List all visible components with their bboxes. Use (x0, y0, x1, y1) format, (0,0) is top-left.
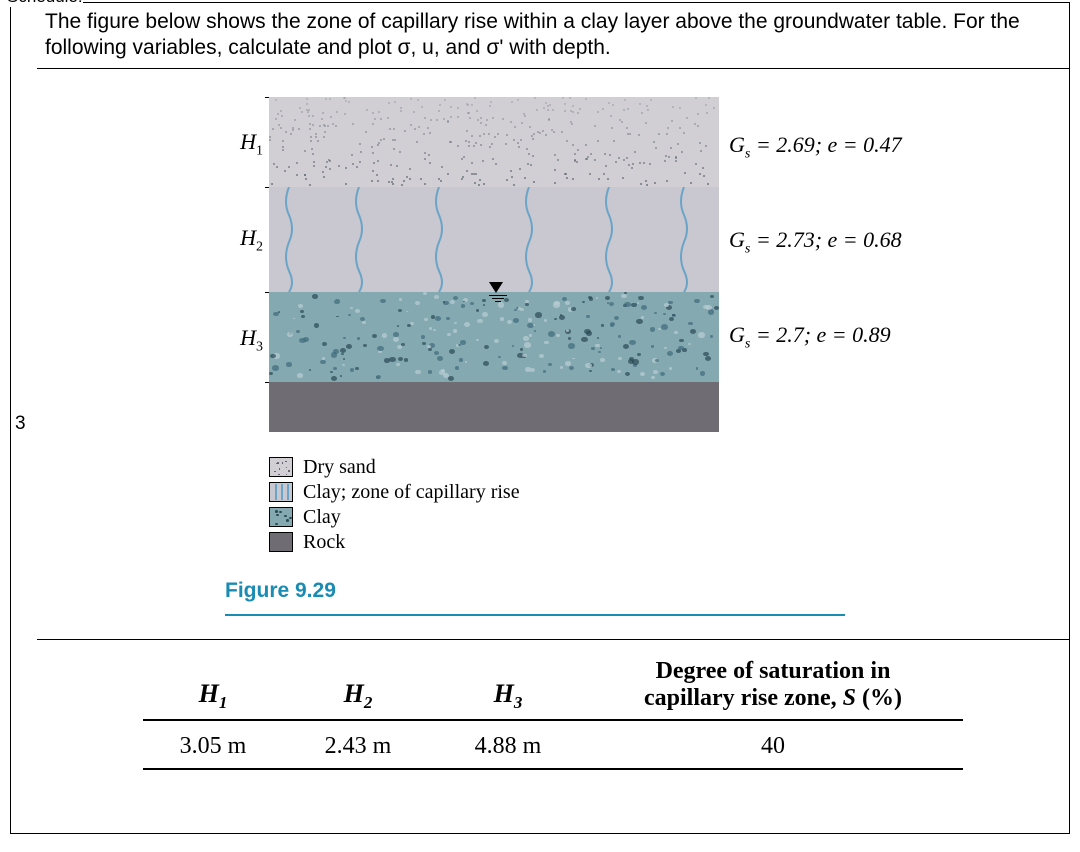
props-layer3: Gs = 2.7; e = 0.89 (729, 322, 891, 352)
table-row: 3.05 m 2.43 m 4.88 m 40 (143, 721, 963, 770)
col-h3: H3 (433, 679, 583, 713)
h2-label: H2 (240, 225, 263, 255)
cell-h3: 4.88 m (433, 733, 583, 760)
legend-item: Clay; zone of capillary rise (269, 481, 520, 504)
legend-label: Clay; zone of capillary rise (303, 481, 520, 504)
layer-clay-capillary (269, 187, 719, 292)
legend-item: Rock (269, 531, 520, 554)
figure-rule (225, 614, 845, 616)
cell-saturation: 40 (583, 733, 963, 760)
legend-swatch (269, 457, 293, 477)
data-table: H1 H2 H3 Degree of saturation incapillar… (143, 658, 963, 770)
props-layer2: Gs = 2.73; e = 0.68 (729, 227, 902, 257)
table-header: H1 H2 H3 Degree of saturation incapillar… (143, 658, 963, 721)
cell-h2: 2.43 m (283, 733, 433, 760)
question-number: 3 (15, 413, 26, 435)
data-table-wrap: H1 H2 H3 Degree of saturation incapillar… (37, 639, 1069, 770)
col-h1: H1 (143, 679, 283, 713)
layer-dry-sand (269, 97, 719, 187)
legend-label: Dry sand (303, 456, 376, 479)
soil-profile-diagram (269, 97, 719, 432)
legend-swatch (269, 507, 293, 527)
problem-prompt: The figure below shows the zone of capil… (37, 3, 1069, 69)
h3-label: H3 (240, 325, 263, 355)
layer-clay (269, 292, 719, 382)
layer-rock (269, 382, 719, 432)
props-layer1: Gs = 2.69; e = 0.47 (729, 132, 902, 162)
legend: Dry sandClay; zone of capillary riseClay… (269, 454, 520, 556)
legend-swatch (269, 532, 293, 552)
legend-label: Clay (303, 506, 341, 529)
h1-label: H1 (240, 129, 263, 159)
content-area: H1 H2 H3 (37, 69, 1069, 770)
figure-area: H1 H2 H3 (37, 79, 1069, 639)
legend-label: Rock (303, 531, 345, 554)
cell-h1: 3.05 m (143, 733, 283, 760)
legend-swatch (269, 482, 293, 502)
water-table-icon (489, 282, 507, 302)
top-label: Schedule: (7, 0, 83, 7)
legend-item: Clay (269, 506, 520, 529)
page-frame: Schedule: The figure below shows the zon… (10, 2, 1070, 834)
figure-caption: Figure 9.29 (225, 579, 336, 603)
height-labels-column: H1 H2 H3 (227, 97, 269, 432)
legend-item: Dry sand (269, 456, 520, 479)
col-saturation: Degree of saturation incapillary rise zo… (583, 658, 963, 713)
col-h2: H2 (283, 679, 433, 713)
